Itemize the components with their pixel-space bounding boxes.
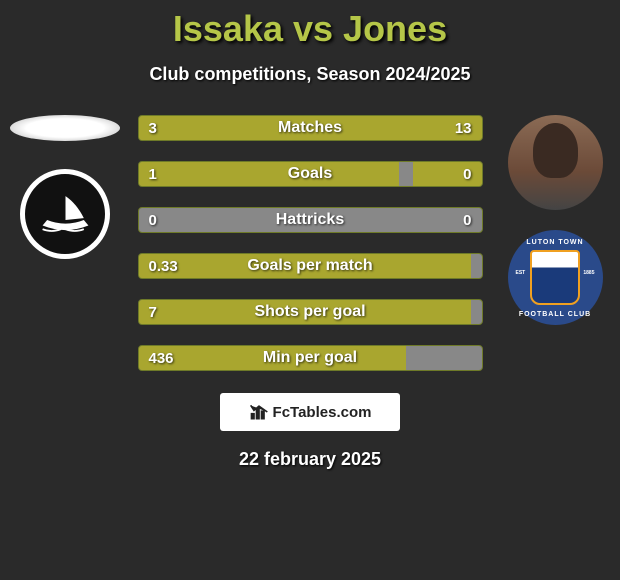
page-title: Issaka vs Jones bbox=[0, 0, 620, 50]
club2-year: 1885 bbox=[583, 270, 594, 276]
comparison-panel: LUTON TOWN EST 1885 FOOTBALL CLUB 313Mat… bbox=[0, 115, 620, 371]
right-club-badge: LUTON TOWN EST 1885 FOOTBALL CLUB bbox=[508, 230, 603, 325]
left-club-badge bbox=[20, 169, 110, 259]
subtitle: Club competitions, Season 2024/2025 bbox=[0, 64, 620, 85]
club2-est: EST bbox=[516, 270, 526, 276]
stat-row: 00Hattricks bbox=[138, 207, 483, 233]
club2-bottom-text: FOOTBALL CLUB bbox=[508, 311, 603, 318]
stat-label: Hattricks bbox=[139, 208, 482, 232]
stat-bars: 313Matches 10Goals 00Hattricks 0.33Goals pe… bbox=[138, 115, 483, 371]
stat-label: Min per goal bbox=[139, 346, 482, 370]
brand-text: FcTables.com bbox=[273, 404, 372, 421]
stat-row: 436Min per goal bbox=[138, 345, 483, 371]
stat-row: 0.33Goals per match bbox=[138, 253, 483, 279]
stat-row: 313Matches bbox=[138, 115, 483, 141]
stat-label: Goals per match bbox=[139, 254, 482, 278]
stat-row: 10Goals bbox=[138, 161, 483, 187]
right-player-avatar bbox=[508, 115, 603, 210]
shield-icon bbox=[530, 250, 580, 305]
ship-icon bbox=[38, 187, 93, 242]
club2-top-text: LUTON TOWN bbox=[508, 239, 603, 246]
left-player-avatar bbox=[10, 115, 120, 141]
right-player-column: LUTON TOWN EST 1885 FOOTBALL CLUB bbox=[490, 115, 620, 325]
stat-row: 7Shots per goal bbox=[138, 299, 483, 325]
stat-label: Shots per goal bbox=[139, 300, 482, 324]
stat-label: Goals bbox=[139, 162, 482, 186]
brand-badge: FcTables.com bbox=[220, 393, 400, 431]
chart-icon bbox=[249, 402, 269, 422]
date-text: 22 february 2025 bbox=[0, 449, 620, 470]
left-player-column bbox=[0, 115, 130, 259]
stat-label: Matches bbox=[139, 116, 482, 140]
